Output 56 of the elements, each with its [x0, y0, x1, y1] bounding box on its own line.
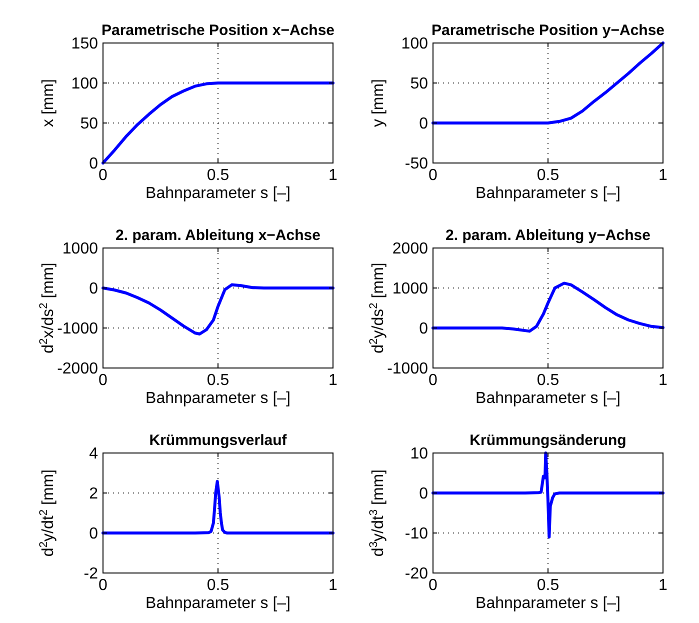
y-tick-label: 150 [71, 36, 98, 53]
y-tick-label: 50 [80, 116, 98, 133]
x-tick-label: 1 [328, 372, 338, 389]
x-tick-label: 1 [328, 167, 338, 184]
x-tick-label: 1 [328, 577, 338, 594]
y-tick-label: -50 [404, 156, 428, 173]
x-tick-label: 0.5 [206, 577, 230, 594]
x-axis-title: Bahnparameter s [–] [476, 595, 620, 612]
x-tick-label: 1 [658, 577, 668, 594]
line-series [432, 452, 664, 538]
y-tick-label: 100 [71, 76, 98, 93]
x-tick-label: 0.5 [536, 167, 560, 184]
chart-title: 2. param. Ableitung y−Achse [446, 227, 650, 244]
y-tick-label: 0 [89, 280, 98, 298]
line-series [432, 282, 664, 333]
y-tick-label: 50 [410, 76, 428, 93]
x-axis-title: Bahnparameter s [–] [146, 390, 290, 407]
x-tick-label: 1 [658, 372, 668, 389]
chart-title: Krümmungsänderung [470, 432, 626, 449]
y-tick-label: -10 [404, 526, 428, 543]
x-axis-title: Bahnparameter s [–] [476, 390, 620, 407]
x-tick-label: 0.5 [536, 372, 560, 389]
y-axis-title: x [mm] [40, 79, 57, 127]
y-tick-label: 2000 [392, 240, 428, 258]
x-axis-title: Bahnparameter s [–] [146, 185, 290, 202]
y-tick-label: -1000 [387, 360, 428, 378]
y-axis-title: y [mm] [370, 79, 387, 127]
y-tick-label: -1000 [57, 320, 98, 338]
y-tick-label: 100 [401, 36, 428, 53]
x-tick-label: 0.5 [536, 577, 560, 594]
y-tick-label: -2000 [57, 360, 98, 378]
line-series [102, 283, 334, 336]
y-tick-label: 2 [89, 486, 98, 503]
chart-title: Parametrische Position x−Achse [101, 22, 335, 39]
y-tick-label: 0 [89, 156, 98, 173]
y-tick-label: 0 [419, 116, 428, 133]
x-tick-label: 0.5 [206, 167, 230, 184]
y-tick-label: 0 [419, 486, 428, 503]
line-series [102, 480, 334, 534]
y-tick-label: -2 [84, 566, 98, 583]
x-tick-label: 1 [658, 167, 668, 184]
y-tick-label: -20 [404, 566, 428, 583]
x-axis-title: Bahnparameter s [–] [476, 185, 620, 202]
x-tick-label: 0.5 [206, 372, 230, 389]
y-tick-label: 0 [89, 526, 98, 543]
line-series [102, 82, 334, 164]
y-tick-label: 1000 [62, 240, 98, 258]
chart-title: Krümmungsverlauf [149, 432, 288, 449]
y-tick-label: 10 [410, 446, 428, 463]
y-tick-label: 4 [89, 446, 98, 463]
chart-title: 2. param. Ableitung x−Achse [116, 227, 320, 244]
chart-title: Parametrische Position y−Achse [431, 22, 665, 39]
line-series [432, 42, 664, 124]
y-tick-label: 0 [419, 320, 428, 338]
x-axis-title: Bahnparameter s [–] [146, 595, 290, 612]
y-tick-label: 1000 [392, 280, 428, 298]
